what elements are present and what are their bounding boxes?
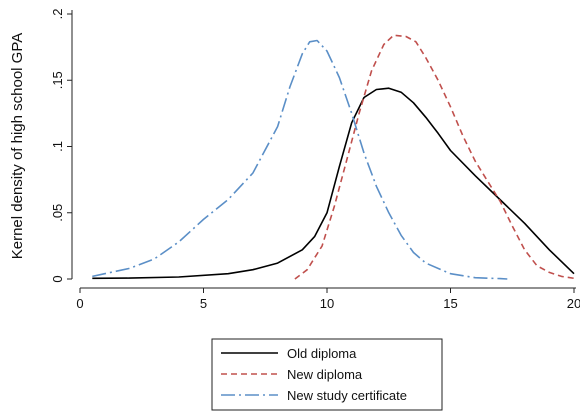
y-tick-label: .05 — [50, 204, 65, 222]
legend-label: Old diploma — [287, 346, 357, 361]
y-axis-title: Kernel density of high school GPA — [9, 33, 26, 260]
x-tick-label: 10 — [320, 296, 334, 311]
x-tick-label: 5 — [200, 296, 207, 311]
legend-label: New study certificate — [287, 388, 407, 403]
legend: Old diploma New diploma New study certific… — [211, 338, 443, 411]
y-tick-label: .15 — [50, 71, 65, 89]
y-tick-label: 0 — [50, 275, 65, 282]
series-line-new-diploma — [294, 34, 575, 280]
axes: 0 .05 .1 .15 .2 0 5 10 15 20 Kernel density of hig… — [9, 9, 580, 311]
x-tick-label: 0 — [76, 296, 83, 311]
plot-area — [92, 34, 575, 280]
series-line-old-diploma — [92, 87, 575, 280]
series-line-new-study-certificate — [92, 39, 508, 280]
legend-label: New diploma — [287, 367, 363, 382]
y-tick-label: .1 — [50, 141, 65, 152]
legend-box — [211, 338, 443, 411]
y-tick-label: .2 — [50, 9, 65, 20]
x-tick-label: 20 — [567, 296, 580, 311]
x-tick-label: 15 — [443, 296, 457, 311]
